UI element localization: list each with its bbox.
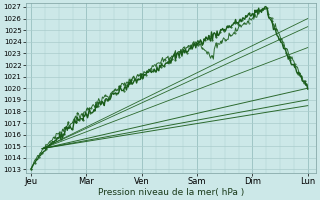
X-axis label: Pression niveau de la mer( hPa ): Pression niveau de la mer( hPa ) [98,188,244,197]
